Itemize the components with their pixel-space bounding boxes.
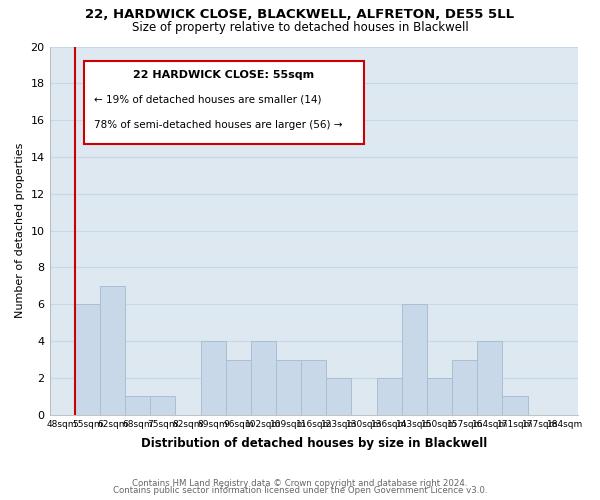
Bar	[200, 341, 226, 415]
Bar	[75, 304, 100, 415]
Bar	[427, 378, 452, 415]
Y-axis label: Number of detached properties: Number of detached properties	[15, 143, 25, 318]
Text: 78% of semi-detached houses are larger (56) →: 78% of semi-detached houses are larger (…	[94, 120, 343, 130]
Bar	[150, 396, 175, 415]
Text: 22, HARDWICK CLOSE, BLACKWELL, ALFRETON, DE55 5LL: 22, HARDWICK CLOSE, BLACKWELL, ALFRETON,…	[85, 8, 515, 20]
X-axis label: Distribution of detached houses by size in Blackwell: Distribution of detached houses by size …	[140, 437, 487, 450]
Text: Contains public sector information licensed under the Open Government Licence v3: Contains public sector information licen…	[113, 486, 487, 495]
Bar	[251, 341, 276, 415]
Bar	[100, 286, 125, 415]
FancyBboxPatch shape	[84, 61, 364, 144]
Bar	[326, 378, 352, 415]
Bar	[502, 396, 527, 415]
Bar	[301, 360, 326, 415]
Bar	[276, 360, 301, 415]
Bar	[477, 341, 502, 415]
Bar	[125, 396, 150, 415]
Bar	[402, 304, 427, 415]
Text: Size of property relative to detached houses in Blackwell: Size of property relative to detached ho…	[131, 21, 469, 34]
Bar	[452, 360, 477, 415]
Text: ← 19% of detached houses are smaller (14): ← 19% of detached houses are smaller (14…	[94, 94, 322, 104]
Bar	[226, 360, 251, 415]
Bar	[377, 378, 402, 415]
Text: 22 HARDWICK CLOSE: 55sqm: 22 HARDWICK CLOSE: 55sqm	[133, 70, 314, 81]
Text: Contains HM Land Registry data © Crown copyright and database right 2024.: Contains HM Land Registry data © Crown c…	[132, 478, 468, 488]
